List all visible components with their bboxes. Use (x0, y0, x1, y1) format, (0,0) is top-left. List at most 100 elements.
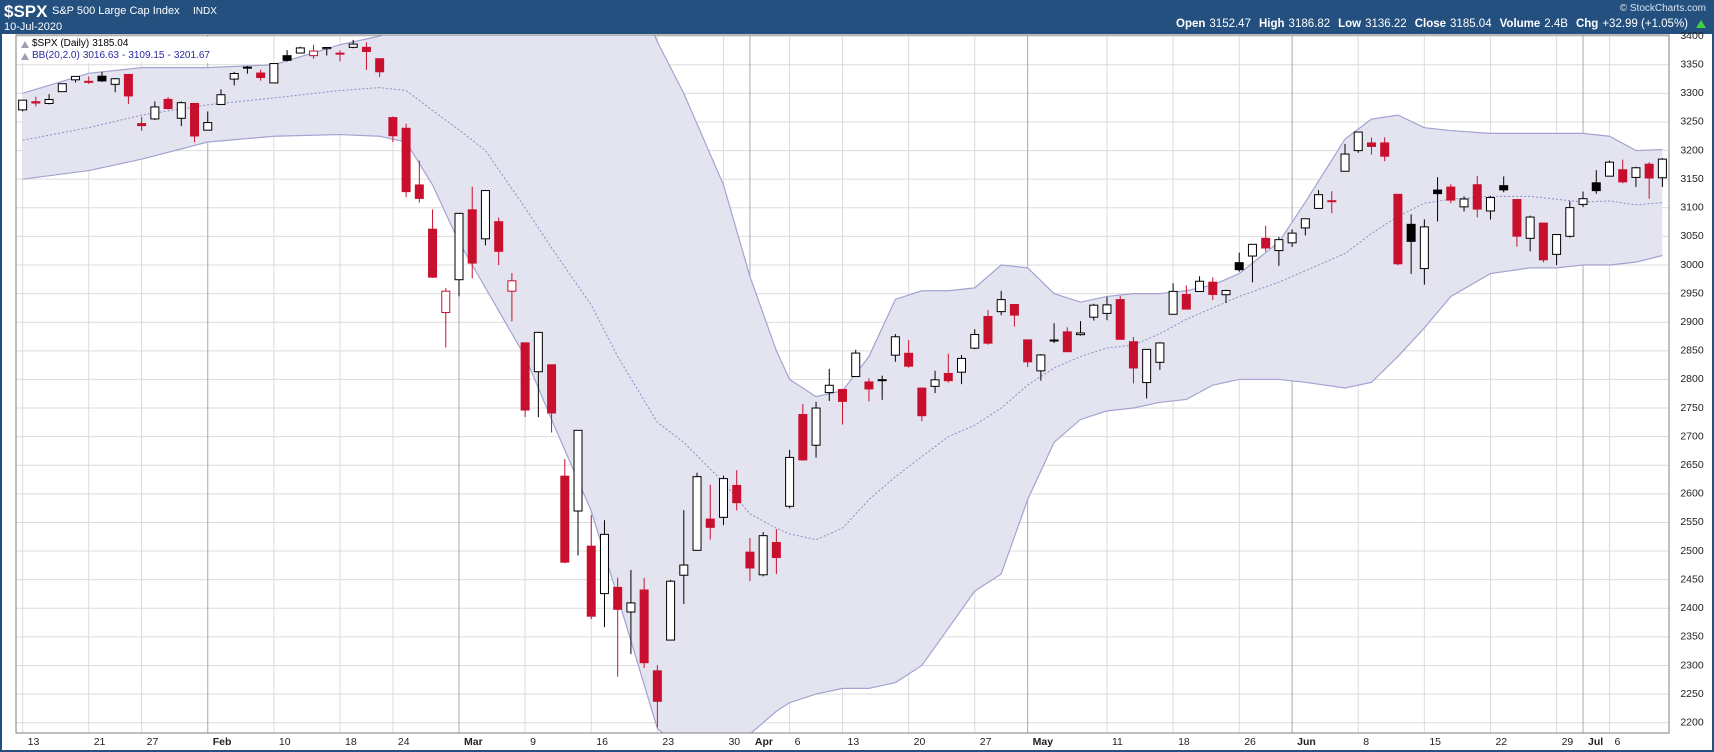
quote-value: 3152.47 (1209, 18, 1251, 30)
candle-body (256, 72, 266, 79)
candle-body (1631, 167, 1641, 178)
candle-body (838, 388, 847, 402)
candle-body (97, 75, 107, 82)
y-tick-label: 3300 (1680, 87, 1704, 99)
y-tick-label: 3200 (1680, 144, 1704, 156)
candle-body (771, 542, 781, 559)
index-name: S&P 500 Large Cap Index (52, 5, 180, 17)
candle-body (216, 94, 226, 105)
legend-icon (21, 40, 29, 48)
y-tick-label: 2600 (1680, 488, 1704, 500)
legend-label: $SPX (Daily) (32, 38, 90, 49)
candle-body (361, 46, 371, 52)
candle-body (295, 47, 305, 54)
candle-body (454, 212, 464, 281)
candle-body (1221, 289, 1231, 296)
candle-body (1433, 189, 1443, 195)
candle-body (679, 564, 689, 576)
candle-body (1274, 239, 1284, 252)
band-lower (22, 133, 1663, 733)
candle-body (18, 99, 28, 111)
candle-body (1552, 234, 1562, 255)
legend-icon (21, 52, 29, 60)
exchange: INDX (193, 6, 217, 17)
quote-value: +32.99 (+1.05%) (1602, 18, 1688, 30)
candle-body (1644, 163, 1654, 179)
x-tick-label: 6 (795, 736, 801, 748)
candle-body (401, 127, 411, 193)
legend-value: 3109.15 (128, 50, 165, 61)
candle-body (798, 414, 808, 461)
candle-body (388, 117, 398, 137)
candle-body (586, 545, 596, 617)
candle-body (1393, 193, 1403, 265)
legend-value: 3185.04 (92, 38, 129, 49)
candle-body (1062, 331, 1072, 353)
candle-body (190, 102, 200, 137)
candle-body (547, 364, 557, 414)
candle-body (520, 342, 530, 411)
candle-body (1538, 222, 1548, 261)
candle-body (494, 221, 504, 252)
bollinger-bands (22, 35, 1663, 733)
candle-body (1208, 281, 1218, 295)
candle-body (560, 475, 570, 563)
candle-body (957, 357, 967, 373)
candle-body (375, 58, 385, 73)
legend: $SPX (Daily) 3185.04 BB(20,2.0) 3016.63-31… (18, 37, 213, 63)
candle-body (1459, 198, 1469, 208)
quote-label: Close (1414, 18, 1447, 30)
quote-label: High (1258, 18, 1285, 30)
candle-body (785, 456, 795, 507)
change-arrow (1696, 20, 1706, 28)
y-tick-label: 2950 (1680, 287, 1704, 299)
candle-body (1314, 194, 1324, 209)
candle-body (1446, 186, 1456, 201)
candle-body (1247, 243, 1257, 257)
x-tick-label: 13 (848, 736, 860, 748)
quote: Open 3152.47 High 3186.82 Low 3136.22 Close… (1176, 18, 1706, 30)
candle-body (1261, 237, 1271, 249)
candle-body (758, 535, 768, 576)
candle-body (943, 372, 953, 382)
candle-body (1565, 207, 1575, 237)
candle-body (890, 336, 900, 356)
candle-body (1076, 332, 1086, 336)
candle-body (666, 580, 676, 641)
candle-body (533, 331, 543, 373)
legend-value: 3201.67 (173, 50, 210, 61)
band-area (22, 35, 1663, 733)
candle-body (441, 290, 451, 314)
candle-body (110, 78, 120, 85)
candle-body (1142, 348, 1152, 384)
candle-body (745, 551, 755, 569)
x-tick-label: May (1033, 736, 1054, 748)
candle-body (1340, 153, 1350, 172)
y-tick-label: 2250 (1680, 688, 1704, 700)
y-tick-label: 2550 (1680, 516, 1704, 528)
candle-body (613, 586, 623, 610)
candle-body (414, 184, 424, 199)
candle-body (626, 602, 636, 613)
candle-body (322, 46, 332, 50)
candle-body (692, 476, 702, 551)
candle-body (507, 280, 517, 292)
candle-body (1380, 142, 1390, 157)
candle-body (1009, 304, 1019, 316)
quote-label: Volume (1499, 18, 1541, 30)
copyright: © StockCharts.com (1619, 3, 1706, 14)
candle-body (150, 106, 160, 120)
candle-body (71, 75, 81, 81)
y-tick-label: 2300 (1680, 659, 1704, 671)
candle-body (1657, 158, 1667, 179)
candle-body (1618, 169, 1628, 183)
legend-label: BB(20,2.0) (32, 50, 80, 61)
quote-value: 3136.22 (1365, 18, 1407, 30)
candle-body (1512, 199, 1522, 237)
x-tick-label: Jul (1588, 736, 1603, 748)
candle-body (1195, 280, 1205, 293)
candle-body (983, 316, 993, 344)
y-tick-label: 2650 (1680, 459, 1704, 471)
x-tick-label: 21 (94, 736, 106, 748)
candle-body (1168, 290, 1178, 315)
